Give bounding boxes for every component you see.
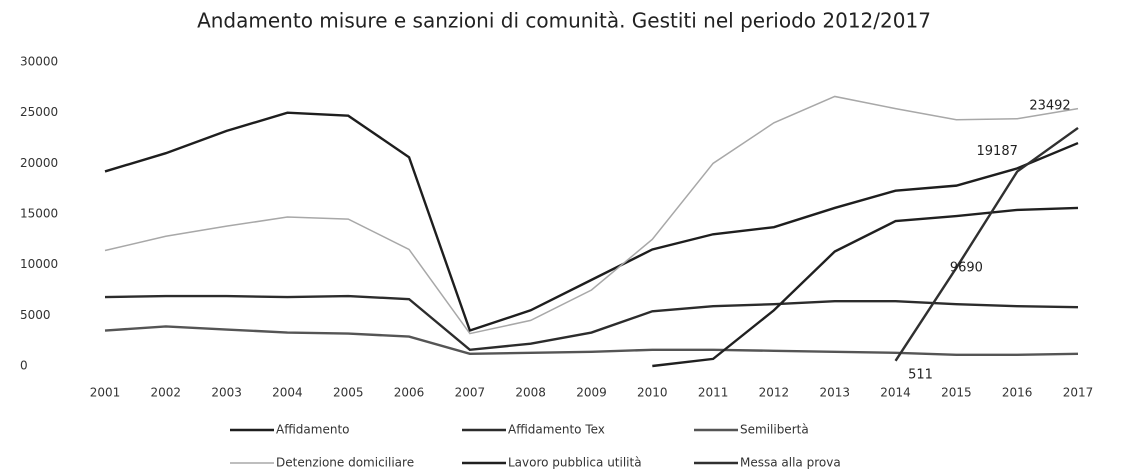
series-line xyxy=(104,111,1079,333)
x-tick-label: 2004 xyxy=(272,386,303,400)
data-label: 9690 xyxy=(950,260,983,275)
x-tick-label: 2009 xyxy=(576,386,607,400)
x-tick-label: 2002 xyxy=(151,386,182,400)
x-tick-label: 2007 xyxy=(455,386,486,400)
x-tick-label: 2012 xyxy=(759,386,790,400)
series-line xyxy=(894,126,1079,362)
y-tick-label: 20000 xyxy=(20,156,58,170)
x-tick-label: 2013 xyxy=(819,386,850,400)
x-tick-label: 2001 xyxy=(90,386,121,400)
y-tick-label: 25000 xyxy=(20,105,58,119)
x-tick-label: 2011 xyxy=(698,386,729,400)
x-tick-label: 2015 xyxy=(941,386,972,400)
series-line xyxy=(104,325,1079,357)
y-tick-label: 10000 xyxy=(20,257,58,271)
data-label: 19187 xyxy=(977,144,1018,159)
x-tick-label: 2003 xyxy=(211,386,242,400)
x-tick-label: 2006 xyxy=(394,386,425,400)
x-tick-label: 2014 xyxy=(880,386,911,400)
x-tick-label: 2017 xyxy=(1063,386,1094,400)
data-label: 511 xyxy=(908,367,933,382)
data-label: 23492 xyxy=(1029,98,1070,113)
x-tick-label: 2016 xyxy=(1002,386,1033,400)
legend-label: Messa alla prova xyxy=(740,456,841,470)
legend-label: Affidamento Tex xyxy=(508,423,605,437)
y-tick-label: 5000 xyxy=(20,308,51,322)
x-tick-label: 2010 xyxy=(637,386,668,400)
legend-label: Affidamento xyxy=(276,423,350,437)
y-tick-label: 15000 xyxy=(20,207,58,221)
chart-title: Andamento misure e sanzioni di comunità.… xyxy=(197,9,931,33)
y-tick-label: 0 xyxy=(20,359,28,373)
x-tick-label: 2008 xyxy=(515,386,546,400)
legend-label: Semilibertà xyxy=(740,423,809,437)
y-tick-label: 30000 xyxy=(20,55,58,69)
series-line xyxy=(104,294,1079,352)
series-line xyxy=(652,206,1079,368)
legend-label: Detenzione domiciliare xyxy=(276,456,414,470)
x-tick-label: 2005 xyxy=(333,386,364,400)
legend-label: Lavoro pubblica utilità xyxy=(508,456,642,470)
series-line xyxy=(104,95,1079,335)
